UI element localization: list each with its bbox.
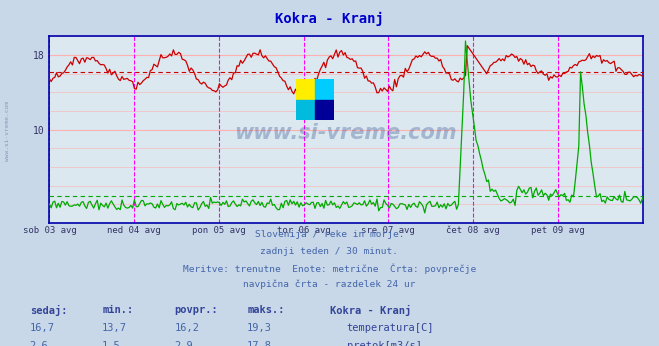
Text: www.si-vreme.com: www.si-vreme.com xyxy=(235,124,457,144)
Text: Meritve: trenutne  Enote: metrične  Črta: povprečje: Meritve: trenutne Enote: metrične Črta: … xyxy=(183,263,476,274)
Bar xyxy=(296,79,315,100)
Text: 16,7: 16,7 xyxy=(30,323,55,333)
Text: temperatura[C]: temperatura[C] xyxy=(347,323,434,333)
Text: 1,5: 1,5 xyxy=(102,341,121,346)
Text: maks.:: maks.: xyxy=(247,305,285,315)
Text: 19,3: 19,3 xyxy=(247,323,272,333)
Text: povpr.:: povpr.: xyxy=(175,305,218,315)
Text: 2,6: 2,6 xyxy=(30,341,48,346)
Text: pretok[m3/s]: pretok[m3/s] xyxy=(347,341,422,346)
Text: 13,7: 13,7 xyxy=(102,323,127,333)
Text: navpična črta - razdelek 24 ur: navpična črta - razdelek 24 ur xyxy=(243,280,416,289)
Bar xyxy=(315,100,334,120)
Text: 2,9: 2,9 xyxy=(175,341,193,346)
Bar xyxy=(296,100,315,120)
Text: min.:: min.: xyxy=(102,305,133,315)
Text: Slovenija / reke in morje.: Slovenija / reke in morje. xyxy=(255,230,404,239)
Text: Kokra - Kranj: Kokra - Kranj xyxy=(330,305,411,316)
Text: www.si-vreme.com: www.si-vreme.com xyxy=(5,101,11,162)
Bar xyxy=(315,79,334,100)
Text: zadnji teden / 30 minut.: zadnji teden / 30 minut. xyxy=(260,247,399,256)
Text: 17,8: 17,8 xyxy=(247,341,272,346)
Text: 16,2: 16,2 xyxy=(175,323,200,333)
Text: Kokra - Kranj: Kokra - Kranj xyxy=(275,12,384,26)
Text: sedaj:: sedaj: xyxy=(30,305,67,316)
